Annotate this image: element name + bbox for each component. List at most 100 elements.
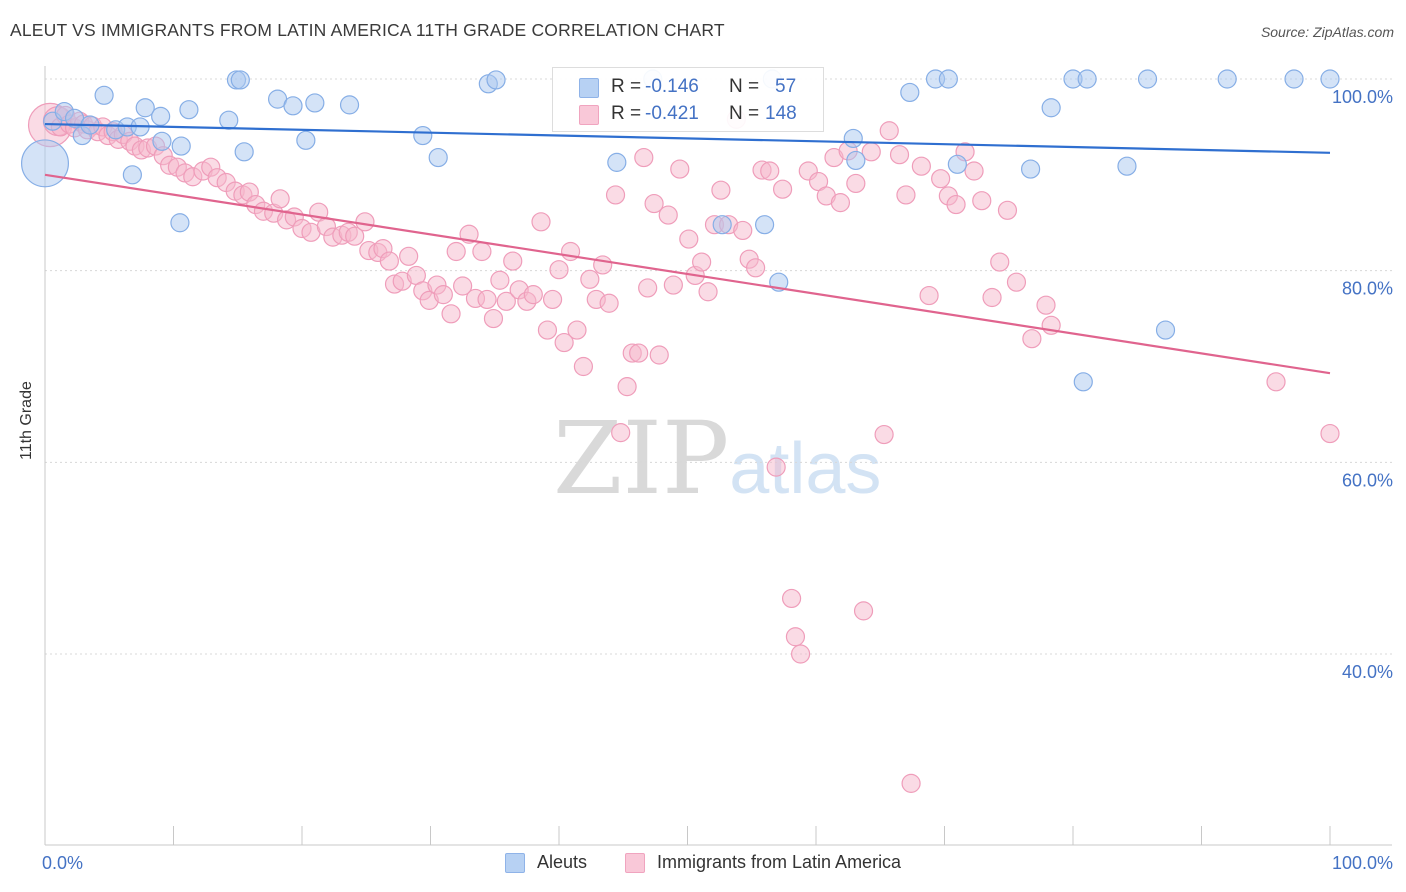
aleut-point <box>234 142 254 162</box>
latin-legend-swatch <box>625 853 645 873</box>
aleut-point <box>413 125 433 146</box>
latin-point <box>634 147 654 168</box>
latin-point <box>549 260 569 280</box>
latin-point <box>599 293 619 313</box>
latin-point <box>853 601 874 621</box>
latin-point <box>399 246 419 266</box>
source-label: Source: ZipAtlas.com <box>1260 24 1394 40</box>
aleut-point <box>1217 69 1237 89</box>
latin-point <box>760 161 780 181</box>
latin-point <box>503 251 523 271</box>
watermark-atlas: atlas <box>729 429 882 509</box>
latin-point <box>1036 295 1056 315</box>
latin-point <box>931 169 951 189</box>
latin-point <box>1022 329 1042 349</box>
latin-point <box>658 205 678 225</box>
aleut-point <box>900 82 920 103</box>
latin-point <box>901 773 921 793</box>
aleut-point <box>1073 372 1093 392</box>
aleuts-legend-label: Aleuts <box>537 852 588 872</box>
latin-point <box>663 275 683 295</box>
latin-swatch <box>579 105 599 125</box>
latin-point <box>781 588 802 609</box>
aleut-point <box>135 98 155 118</box>
y-tick-label: 40.0% <box>1342 662 1393 682</box>
y-tick-label: 60.0% <box>1342 470 1393 490</box>
latin-point <box>593 255 613 275</box>
aleut-point <box>152 131 172 151</box>
latin-point <box>919 285 939 306</box>
latin-point <box>617 377 637 397</box>
aleut-point <box>1117 156 1137 176</box>
aleut-point <box>754 215 775 235</box>
latin-point <box>379 251 399 271</box>
aleut-point <box>843 128 863 149</box>
aleut-point <box>1041 98 1061 118</box>
latin-point <box>1266 372 1286 392</box>
aleuts-legend-swatch <box>505 853 525 873</box>
aleut-point <box>179 100 199 120</box>
latin-point <box>692 252 712 272</box>
legend-r-label: R = <box>611 76 642 97</box>
aleuts-swatch <box>579 78 599 98</box>
latin-point <box>542 289 563 310</box>
aleut-point <box>296 130 316 150</box>
latin-point <box>537 320 558 340</box>
latin-point <box>790 644 811 664</box>
latin-point <box>490 270 510 290</box>
aleut-point <box>947 154 967 174</box>
legend-r-value: -0.421 <box>645 103 699 124</box>
aleut-point <box>339 95 360 115</box>
latin-point <box>441 304 461 324</box>
chart-title: ALEUT VS IMMIGRANTS FROM LATIN AMERICA 1… <box>10 20 725 40</box>
latin-point <box>679 229 699 249</box>
latin-point <box>964 161 984 181</box>
latin-point <box>746 258 766 278</box>
aleut-point <box>171 136 191 156</box>
aleut-point <box>170 213 190 233</box>
legend-r-label: R = <box>611 103 642 124</box>
latin-point <box>997 200 1018 220</box>
latin-point <box>1320 423 1340 444</box>
aleut-trend-line <box>44 122 1331 154</box>
aleut-point <box>283 96 303 116</box>
latin-point <box>483 308 504 329</box>
x-tick-label: 0.0% <box>42 853 83 873</box>
latin-point <box>982 287 1002 308</box>
latin-point <box>355 212 375 232</box>
legend-r-value: -0.146 <box>645 76 699 97</box>
aleut-point <box>219 110 239 130</box>
latin-point <box>580 269 600 289</box>
latin-point <box>433 285 453 305</box>
aleut-point <box>94 85 114 105</box>
latin-point <box>874 424 894 445</box>
x-tick-label: 100.0% <box>1332 853 1393 873</box>
aleut-point <box>1077 69 1097 89</box>
watermark-zip: ZIP <box>553 400 730 517</box>
latin-point <box>638 278 658 298</box>
correlation-legend: R = -0.146 N = 57 R = -0.421 N = 148 <box>552 67 824 132</box>
aleut-point <box>230 70 250 90</box>
latin-point <box>611 423 631 443</box>
aleut-point <box>1137 69 1158 89</box>
aleut-point <box>21 139 69 188</box>
latin-point <box>889 145 910 165</box>
latin-trend-line <box>44 173 1331 375</box>
legend-n-value: 148 <box>765 103 797 124</box>
aleut-point <box>1020 159 1041 179</box>
aleut-point <box>151 106 171 126</box>
latin-point <box>766 457 786 477</box>
latin-point <box>785 627 806 647</box>
latin-point <box>649 345 669 365</box>
watermark: ZIPatlas <box>553 400 881 517</box>
latin-point <box>477 289 497 310</box>
latin-point <box>711 180 731 200</box>
aleut-point <box>1155 320 1176 340</box>
aleut-point <box>486 70 506 90</box>
legend-n-label: N = <box>729 76 760 97</box>
latin-point <box>990 252 1010 272</box>
latin-point <box>523 285 543 305</box>
y-tick-label: 100.0% <box>1332 87 1393 107</box>
latin-point <box>629 343 649 363</box>
